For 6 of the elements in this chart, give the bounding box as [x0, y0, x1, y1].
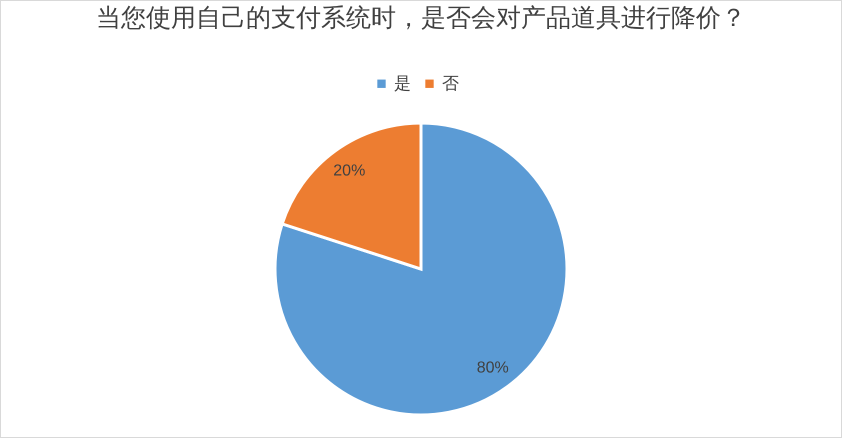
data-label: 20%: [333, 162, 366, 180]
legend-label: 否: [442, 74, 459, 94]
pie-slice: [274, 122, 568, 416]
legend-label: 是: [394, 74, 411, 94]
data-label: 80%: [476, 360, 509, 377]
chart-title: 当您使用自己的支付系统时，是否会对产品道具进行降价？: [96, 3, 746, 32]
